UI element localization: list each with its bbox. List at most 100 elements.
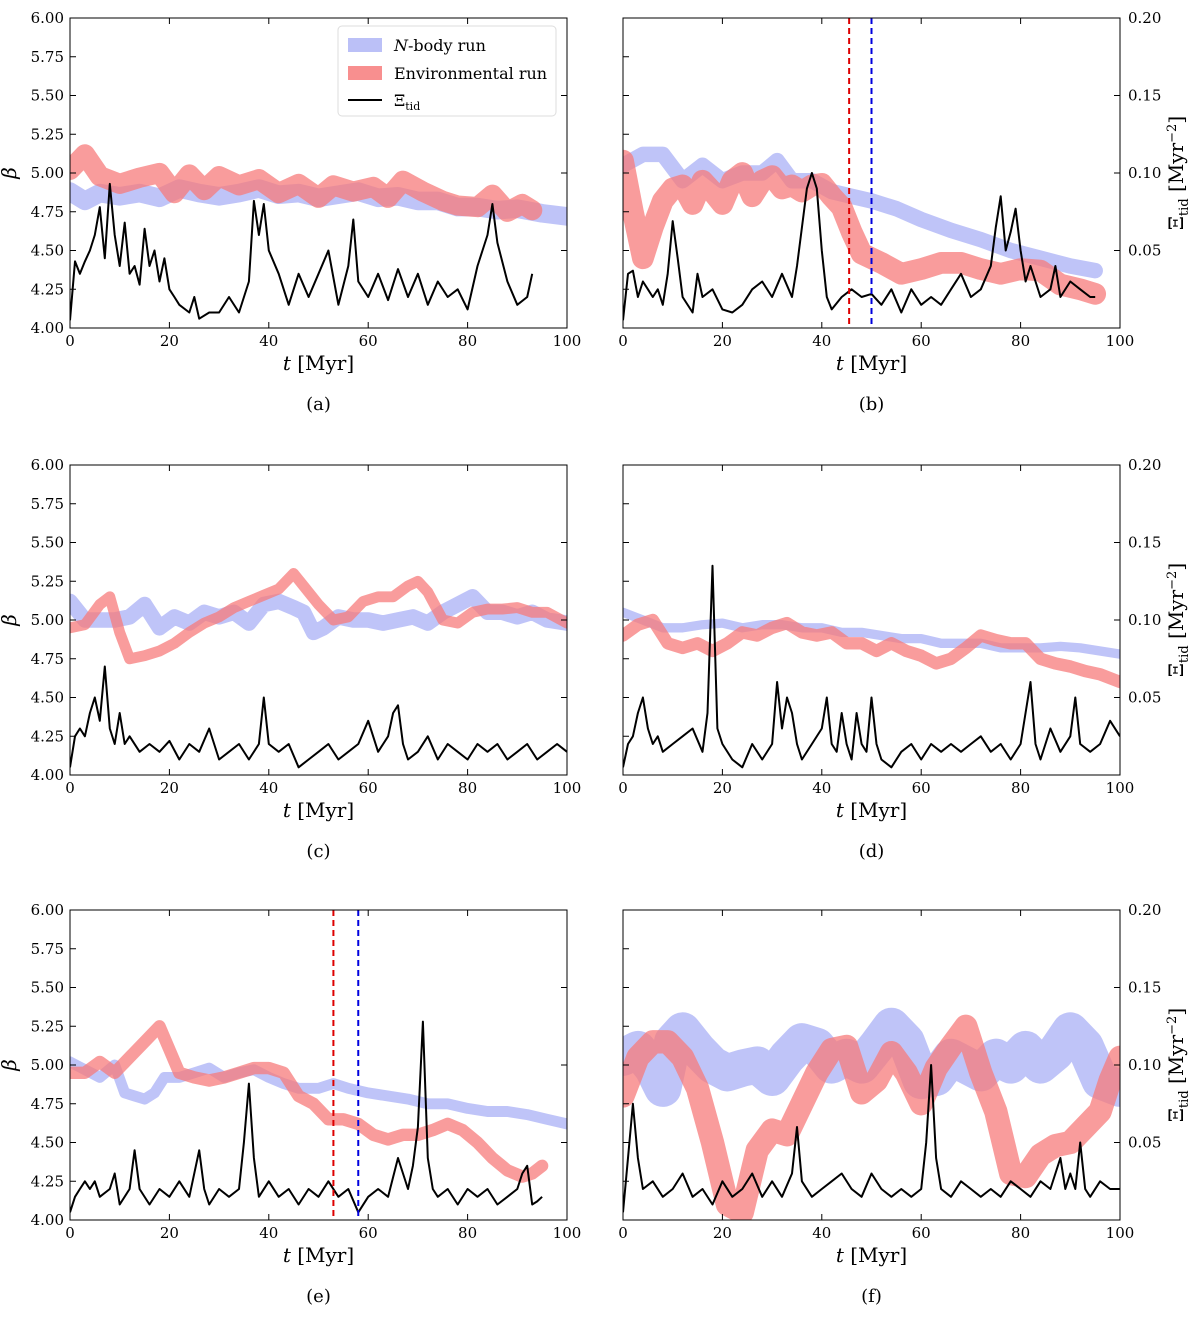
- x-tick-label: 60: [359, 332, 378, 350]
- beta-tick-label: 4.50: [31, 242, 64, 260]
- beta-tick-label: 5.75: [31, 48, 64, 66]
- plot-area: [70, 144, 567, 321]
- legend-xi-label: Ξtid: [394, 91, 420, 113]
- beta-tick-label: 5.00: [31, 1056, 64, 1074]
- x-tick-label: 60: [912, 1224, 931, 1242]
- xi-tick-label: 0.10: [1128, 611, 1161, 629]
- plot-area: [70, 1020, 567, 1214]
- xi-tid-line: [623, 172, 1096, 321]
- xi-tick-label: 0.15: [1128, 534, 1161, 552]
- legend-nbody-swatch: [348, 38, 382, 52]
- beta-tick-label: 5.00: [31, 164, 64, 182]
- xi-tick-label: 0.10: [1128, 164, 1161, 182]
- x-tick-label: 100: [553, 1224, 582, 1242]
- environmental-band: [623, 1014, 1120, 1220]
- beta-tick-label: 6.00: [31, 456, 64, 474]
- legend-box: [337, 25, 557, 117]
- x-tick-label: 40: [812, 1224, 831, 1242]
- xi-axis-label: Ξtid [Myr−2]: [1164, 563, 1192, 677]
- panel-caption: (f): [861, 1286, 882, 1307]
- x-tick-label: 0: [65, 1224, 75, 1242]
- x-tick-label: 40: [812, 332, 831, 350]
- xi-tick-label: 0.20: [1128, 456, 1161, 474]
- beta-tick-label: 5.50: [31, 87, 64, 105]
- beta-tick-label: 4.50: [31, 1134, 64, 1152]
- beta-tick-label: 4.00: [31, 319, 64, 337]
- x-tick-label: 0: [618, 1224, 628, 1242]
- x-tick-label: 0: [618, 332, 628, 350]
- panel-c: 0 20 40 60 80 100 t [Myr] (c) 4.00 4.25 4.50 4.75 5.…: [0, 456, 581, 862]
- x-tick-label: 0: [65, 779, 75, 797]
- plot-area: [623, 1007, 1120, 1220]
- xi-tid-line: [623, 564, 1120, 769]
- beta-axis-label: β: [0, 614, 21, 627]
- beta-tick-label: 4.25: [31, 280, 64, 298]
- x-axis-label: t [Myr]: [836, 1243, 907, 1267]
- xi-tid-line: [70, 182, 534, 321]
- panel-e: 0 20 40 60 80 100 t [Myr] (e) 4.00 4.25 4.50 4.75 5.…: [0, 901, 581, 1307]
- beta-tick-label: 5.25: [31, 572, 64, 590]
- environmental-band: [623, 613, 1120, 689]
- beta-tick-label: 6.00: [31, 9, 64, 27]
- legend-nbody-label: N-body run: [393, 36, 486, 55]
- x-tick-label: 80: [458, 332, 477, 350]
- x-tick-label: 100: [1106, 332, 1135, 350]
- panel-caption: (b): [859, 394, 885, 415]
- xi-tick-label: 0.20: [1128, 9, 1161, 27]
- legend: N-body run Environmental run Ξtid: [337, 25, 557, 117]
- x-tick-label: 100: [553, 332, 582, 350]
- panel-caption: (c): [306, 841, 330, 862]
- x-tick-label: 60: [359, 1224, 378, 1242]
- xi-tid-line: [70, 1020, 543, 1214]
- environmental-band: [70, 1020, 549, 1183]
- plot-area: [623, 146, 1107, 321]
- x-axis-label: t [Myr]: [283, 351, 354, 375]
- x-axis-label: t [Myr]: [283, 1243, 354, 1267]
- beta-tick-label: 5.75: [31, 940, 64, 958]
- xi-axis-label: Ξtid [Myr−2]: [1164, 1008, 1192, 1122]
- x-tick-label: 80: [1011, 1224, 1030, 1242]
- x-tick-label: 20: [160, 779, 179, 797]
- x-tick-label: 100: [553, 779, 582, 797]
- x-tick-label: 80: [1011, 779, 1030, 797]
- x-tick-label: 100: [1106, 779, 1135, 797]
- x-tick-label: 40: [259, 1224, 278, 1242]
- nbody-band: [70, 1056, 567, 1130]
- legend-environmental-swatch: [348, 66, 382, 80]
- panel-caption: (a): [306, 394, 331, 415]
- x-tick-label: 40: [259, 779, 278, 797]
- xi-tid-line: [623, 1064, 1120, 1213]
- beta-tick-label: 5.50: [31, 979, 64, 997]
- beta-axis-label: β: [0, 167, 21, 180]
- x-tick-label: 20: [160, 332, 179, 350]
- panel-d: 0 20 40 60 80 100 t [Myr] (d) 0.05 0.10 0.15 0.20 Ξt…: [618, 456, 1192, 862]
- environmental-band: [623, 149, 1107, 305]
- x-axis-label: t [Myr]: [836, 351, 907, 375]
- beta-tick-label: 4.75: [31, 203, 64, 221]
- beta-tick-label: 4.75: [31, 1095, 64, 1113]
- nbody-band: [70, 589, 567, 641]
- xi-tick-label: 0.05: [1128, 1134, 1161, 1152]
- beta-tick-label: 6.00: [31, 901, 64, 919]
- x-tick-label: 20: [713, 332, 732, 350]
- environmental-band: [70, 144, 543, 222]
- xi-tick-label: 0.05: [1128, 242, 1161, 260]
- xi-tid-line: [70, 665, 567, 769]
- plot-area: [70, 568, 567, 769]
- x-tick-label: 60: [359, 779, 378, 797]
- beta-tick-label: 5.75: [31, 495, 64, 513]
- x-tick-label: 40: [812, 779, 831, 797]
- beta-tick-label: 4.00: [31, 766, 64, 784]
- beta-tick-label: 5.00: [31, 611, 64, 629]
- panel-a: 0 20 40 60 80 100 t [Myr] (a) 4.00 4.25 4.50 4.75 5.…: [0, 9, 581, 415]
- x-tick-label: 80: [1011, 332, 1030, 350]
- x-tick-label: 20: [160, 1224, 179, 1242]
- xi-tick-label: 0.10: [1128, 1056, 1161, 1074]
- x-tick-label: 100: [1106, 1224, 1135, 1242]
- beta-tick-label: 5.50: [31, 534, 64, 552]
- beta-tick-label: 5.25: [31, 1017, 64, 1035]
- x-axis-label: t [Myr]: [283, 798, 354, 822]
- x-axis-label: t [Myr]: [836, 798, 907, 822]
- xi-tick-label: 0.15: [1128, 87, 1161, 105]
